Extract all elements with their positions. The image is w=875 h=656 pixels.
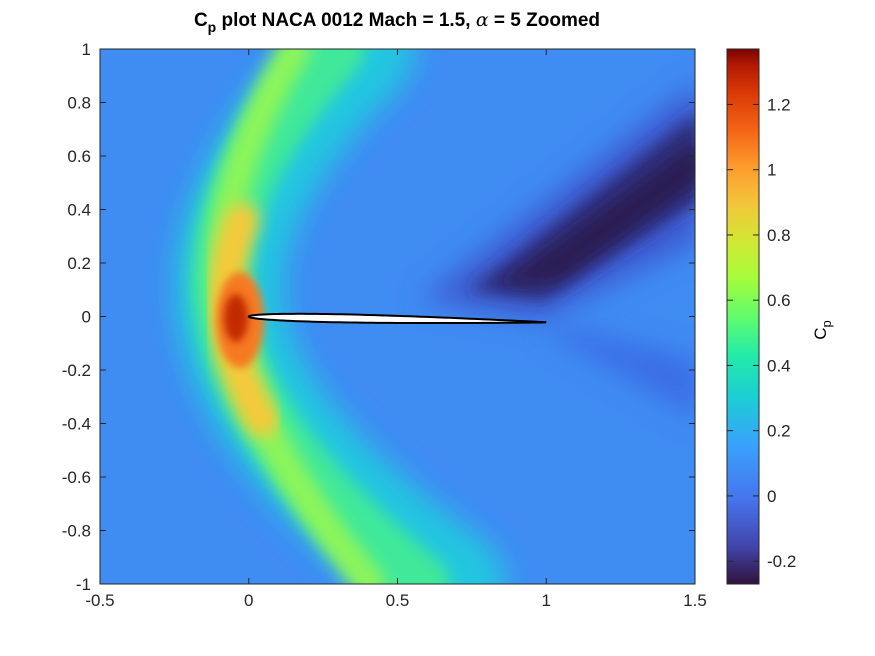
colorbar-tick-label: 0.4	[767, 356, 791, 375]
colorbar-tick-label: 0.8	[767, 226, 791, 245]
x-tick-label: -0.5	[85, 591, 114, 610]
y-tick-label: 1	[82, 40, 91, 59]
y-axis: 1 0.8 0.6 0.4 0.2 0 -0.2 -0.4 -0.6 -0.8 -1	[62, 40, 695, 594]
colorbar	[726, 48, 760, 585]
colorbar-tick-label: 1	[767, 161, 776, 180]
colorbar-tick-label: 0.6	[767, 291, 791, 310]
colorbar-tick-label: 1.2	[767, 95, 791, 114]
x-axis: -0.5 0 0.5 1 1.5	[85, 49, 707, 610]
y-tick-label: 0.4	[67, 201, 91, 220]
y-tick-label: -0.2	[62, 361, 91, 380]
y-tick-label: 0.8	[67, 94, 91, 113]
y-tick-label: -0.8	[62, 522, 91, 541]
colorbar-tick-label: 0	[767, 487, 776, 506]
colorbar-axis: 1.2 1 0.8 0.6 0.4 0.2 0 -0.2	[727, 95, 796, 571]
colorbar-label: Cp	[811, 320, 834, 340]
chart-title: Cp plot NACA 0012 Mach = 1.5, α = 5 Zoom…	[194, 9, 600, 35]
y-tick-label: 0	[82, 308, 91, 327]
y-tick-label: 0.6	[67, 147, 91, 166]
airfoil-naca-0012	[247, 312, 547, 325]
stagnation-region	[216, 272, 264, 368]
colorbar-tick-label: -0.2	[767, 552, 796, 571]
y-tick-label: 0.2	[67, 254, 91, 273]
y-tick-label: -0.6	[62, 468, 91, 487]
x-tick-label: 1	[542, 591, 551, 610]
expansion-region	[420, 83, 695, 418]
plot-area	[100, 49, 695, 584]
x-tick-label: 0.5	[386, 591, 410, 610]
x-tick-label: 0	[244, 591, 253, 610]
y-tick-label: -1	[76, 575, 91, 594]
x-tick-label: 1.5	[683, 591, 707, 610]
y-tick-label: -0.4	[62, 415, 91, 434]
colorbar-tick-label: 0.2	[767, 422, 791, 441]
